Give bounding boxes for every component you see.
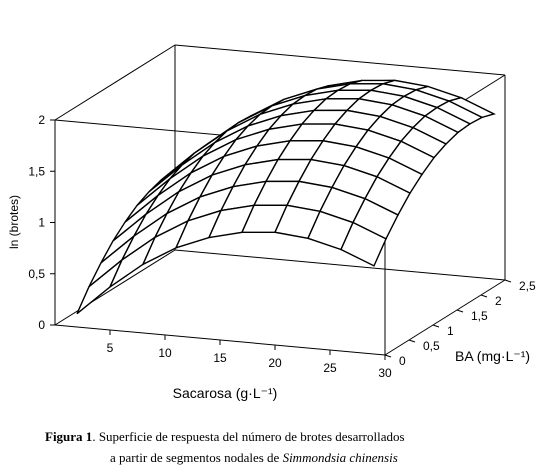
box-edge	[384, 279, 506, 356]
caption-text: . Superficie de respuesta del número de …	[92, 429, 404, 444]
caption-label: Figura 1	[45, 429, 92, 444]
box-edge	[54, 249, 176, 326]
caption-species: Simmondsia chinensis	[283, 450, 398, 465]
y-tick	[456, 309, 464, 313]
box-edge	[174, 249, 506, 281]
x-tick-label: 30	[378, 366, 392, 380]
x-tick-label: 20	[268, 356, 282, 370]
surface-cell	[340, 221, 387, 267]
x-tick-label: 10	[158, 346, 172, 360]
box-edge	[54, 44, 176, 121]
z-tick-label: 0,5	[28, 267, 45, 281]
y-tick-label: 2	[495, 294, 502, 308]
box-edge	[174, 44, 506, 76]
y-tick-label: 0,5	[423, 339, 440, 353]
y-tick	[384, 354, 392, 358]
z-tick-label: 1	[38, 216, 45, 230]
z-tick-label: 2	[38, 113, 45, 127]
x-tick-label: 5	[107, 341, 114, 355]
y-tick	[432, 324, 440, 328]
y-tick-label: 1,5	[471, 309, 488, 323]
y-tick	[480, 294, 488, 298]
caption-text: a partir de segmentos nodales de	[110, 450, 283, 465]
caption-line2: a partir de segmentos nodales de Simmond…	[110, 450, 398, 465]
x-tick-label: 15	[213, 351, 227, 365]
caption-line1: Figura 1. Superficie de respuesta del nú…	[45, 429, 405, 444]
y-tick-label: 2,5	[519, 279, 536, 293]
x-tick-label: 25	[323, 361, 337, 375]
z-tick-label: 0	[38, 318, 45, 332]
y-tick-label: 0	[399, 354, 406, 368]
y-tick	[408, 339, 416, 343]
x-axis-label: Sacarosa (g·L⁻¹)	[173, 385, 278, 401]
z-axis-label: ln (brotes)	[7, 195, 21, 249]
y-tick	[504, 279, 512, 283]
z-tick-label: 1,5	[28, 164, 45, 178]
y-tick-label: 1	[447, 324, 454, 338]
y-axis-label: BA (mg·L⁻¹)	[455, 348, 530, 364]
